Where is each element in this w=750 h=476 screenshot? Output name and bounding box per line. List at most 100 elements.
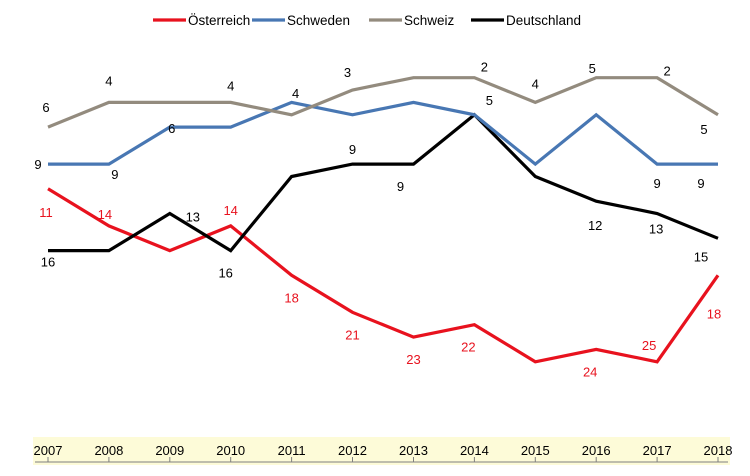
data-label-deutschland-2016: 12 xyxy=(588,218,602,233)
legend-item-schweden: Schweden xyxy=(252,13,350,28)
data-point-oesterreich-2016 xyxy=(594,347,598,351)
legend-label-deutschland: Deutschland xyxy=(506,13,581,28)
x-tick-label-2008: 2008 xyxy=(94,443,123,458)
legend-label-oesterreich: Österreich xyxy=(188,13,250,28)
x-tick-label-2009: 2009 xyxy=(155,443,184,458)
data-label-schweden-2009: 6 xyxy=(168,121,175,136)
data-point-deutschland-2012 xyxy=(351,162,355,166)
series-deutschland: 16 13 16 9 9 5 12 13 15 xyxy=(41,93,720,281)
legend-label-schweiz: Schweiz xyxy=(404,13,455,28)
x-tick-label-2011: 2011 xyxy=(278,443,306,458)
data-point-deutschland-2017 xyxy=(655,212,659,216)
x-axis-band xyxy=(33,437,730,465)
data-label-oesterreich-2014: 22 xyxy=(461,340,475,355)
data-label-schweden-2016: 5 xyxy=(589,61,596,76)
data-label-deutschland-2017: 13 xyxy=(649,222,663,237)
data-label-oesterreich-2018: 18 xyxy=(707,306,721,321)
data-label-schweiz-2010: 4 xyxy=(227,78,234,93)
series-line-schweden xyxy=(48,100,718,167)
data-point-schweden-2011 xyxy=(290,100,294,104)
series-schweiz: 6 4 4 4 3 2 4 2 5 xyxy=(42,60,720,137)
data-label-oesterreich-2012: 21 xyxy=(345,327,359,342)
data-point-schweden-2016 xyxy=(594,113,598,117)
data-point-deutschland-2016 xyxy=(594,199,598,203)
data-label-schweiz-2018: 5 xyxy=(700,122,707,137)
data-point-oesterreich-2008 xyxy=(107,224,111,228)
data-label-schweiz-2014: 2 xyxy=(481,60,488,75)
series-line-oesterreich xyxy=(47,187,720,364)
data-point-oesterreich-2017 xyxy=(655,360,659,364)
data-point-schweden-2014 xyxy=(472,113,476,117)
legend-label-schweden: Schweden xyxy=(287,13,350,28)
data-point-schweiz-2015 xyxy=(533,100,537,104)
data-label-oesterreich-2017: 25 xyxy=(642,338,656,353)
x-tick-label-2013: 2013 xyxy=(399,443,428,458)
data-point-oesterreich-2018 xyxy=(716,273,720,277)
data-point-deutschland-2013 xyxy=(412,162,416,166)
data-label-schweiz-2012: 3 xyxy=(344,65,351,80)
series-schweden: 9 9 6 5 9 9 xyxy=(34,61,720,191)
data-label-oesterreich-2013: 23 xyxy=(406,352,420,367)
legend: Österreich Schweden Schweiz Deutschland xyxy=(153,13,581,28)
data-label-deutschland-2010: 16 xyxy=(218,266,232,281)
x-axis: 2007 2008 2009 2010 2011 2012 2013 2014 2015 2016… xyxy=(33,437,732,465)
data-label-deutschland-2007: 16 xyxy=(41,255,55,270)
data-label-schweiz-2017: 2 xyxy=(663,64,670,79)
data-label-oesterreich-2011: 18 xyxy=(284,290,298,305)
data-point-schweiz-2017 xyxy=(655,76,659,80)
data-point-oesterreich-2011 xyxy=(290,273,294,277)
data-point-oesterreich-2015 xyxy=(533,360,537,364)
data-point-deutschland-2018 xyxy=(716,236,720,240)
data-point-schweiz-2016 xyxy=(594,76,598,80)
data-label-schweiz-2007: 6 xyxy=(42,100,49,115)
series-oesterreich: 11 14 14 18 21 23 22 24 25 18 xyxy=(39,187,721,379)
x-tick-label-2010: 2010 xyxy=(216,443,245,458)
data-point-schweiz-2010 xyxy=(229,100,233,104)
data-label-oesterreich-2016: 24 xyxy=(583,364,597,379)
data-point-schweiz-2011 xyxy=(290,113,294,117)
x-tick-label-2014: 2014 xyxy=(460,443,489,458)
x-tick-label-2007: 2007 xyxy=(34,443,63,458)
data-point-schweden-2008 xyxy=(107,162,111,166)
data-label-deutschland-2009: 13 xyxy=(186,210,200,225)
data-point-schweden-2012 xyxy=(351,113,355,117)
data-point-schweden-2013 xyxy=(412,100,416,104)
data-label-schweiz-2011: 4 xyxy=(292,86,299,101)
data-point-oesterreich-2012 xyxy=(351,310,355,314)
data-label-deutschland-2014: 5 xyxy=(486,93,493,108)
data-label-schweiz-2015: 4 xyxy=(532,76,539,91)
data-label-schweden-2007: 9 xyxy=(34,157,41,172)
data-point-schweden-2017 xyxy=(655,162,659,166)
data-label-deutschland-2013: 9 xyxy=(397,179,404,194)
data-point-schweiz-2013 xyxy=(412,76,416,80)
x-tick-label-2012: 2012 xyxy=(338,443,367,458)
data-point-deutschland-2008 xyxy=(107,249,111,253)
data-label-oesterreich-2010: 14 xyxy=(223,203,237,218)
data-point-schweiz-2018 xyxy=(716,113,720,117)
data-label-deutschland-2012: 9 xyxy=(349,142,356,157)
data-point-schweden-2015 xyxy=(533,162,537,166)
data-label-schweiz-2008: 4 xyxy=(105,73,112,88)
data-point-schweiz-2008 xyxy=(107,100,111,104)
data-point-schweden-2007 xyxy=(46,162,50,166)
data-point-schweiz-2014 xyxy=(472,76,476,80)
data-point-schweiz-2009 xyxy=(168,100,172,104)
legend-item-deutschland: Deutschland xyxy=(471,13,581,28)
data-point-oesterreich-2009 xyxy=(168,249,172,253)
x-tick-label-2015: 2015 xyxy=(521,443,550,458)
data-point-oesterreich-2014 xyxy=(472,323,476,327)
data-point-schweiz-2007 xyxy=(46,125,50,129)
legend-item-schweiz: Schweiz xyxy=(369,13,455,28)
data-point-oesterreich-2010 xyxy=(229,224,233,228)
data-label-schweden-2017: 9 xyxy=(653,176,660,191)
x-tick-label-2017: 2017 xyxy=(643,443,672,458)
data-point-deutschland-2011 xyxy=(290,175,294,179)
data-point-schweden-2018 xyxy=(716,162,720,166)
data-point-deutschland-2009 xyxy=(168,212,172,216)
series-line-schweiz xyxy=(47,76,719,129)
data-label-oesterreich-2007: 11 xyxy=(39,205,53,220)
data-point-deutschland-2010 xyxy=(229,249,233,253)
